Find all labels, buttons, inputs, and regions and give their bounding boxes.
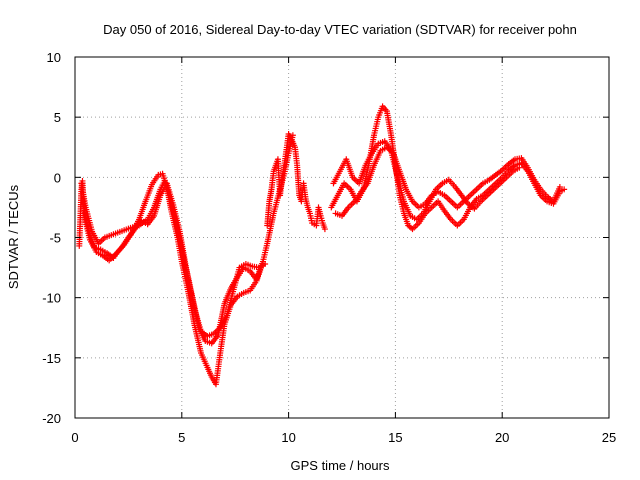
data-point bbox=[516, 164, 523, 171]
y-tick-label: -20 bbox=[42, 411, 61, 426]
y-axis-label: SDTVAR / TECUs bbox=[6, 184, 21, 289]
x-tick-label: 25 bbox=[602, 430, 616, 445]
y-tick-label: -15 bbox=[42, 351, 61, 366]
y-tick-label: 5 bbox=[54, 110, 61, 125]
y-tick-label: -10 bbox=[42, 291, 61, 306]
x-tick-label: 20 bbox=[495, 430, 509, 445]
x-tick-label: 0 bbox=[71, 430, 78, 445]
data-series bbox=[76, 103, 568, 388]
series-2 bbox=[80, 180, 266, 347]
x-tick-label: 15 bbox=[388, 430, 402, 445]
grid-lines bbox=[75, 57, 609, 418]
data-point bbox=[561, 186, 568, 193]
y-tick-label: 10 bbox=[47, 50, 61, 65]
series-3 bbox=[264, 131, 328, 233]
data-point bbox=[321, 226, 328, 233]
data-point bbox=[556, 183, 563, 190]
x-tick-label: 10 bbox=[281, 430, 295, 445]
data-point bbox=[259, 258, 266, 265]
y-tick-label: -5 bbox=[49, 231, 61, 246]
axis-ticks: 0 5 10 15 20 25 -20 -15 -10 -5 0 5 10 bbox=[42, 50, 616, 445]
series-6 bbox=[330, 138, 523, 223]
x-axis-label: GPS time / hours bbox=[291, 458, 390, 473]
x-tick-label: 5 bbox=[178, 430, 185, 445]
y-tick-label: 0 bbox=[54, 170, 61, 185]
chart-title: Day 050 of 2016, Sidereal Day-to-day VTE… bbox=[103, 22, 577, 37]
series-4 bbox=[328, 103, 568, 233]
